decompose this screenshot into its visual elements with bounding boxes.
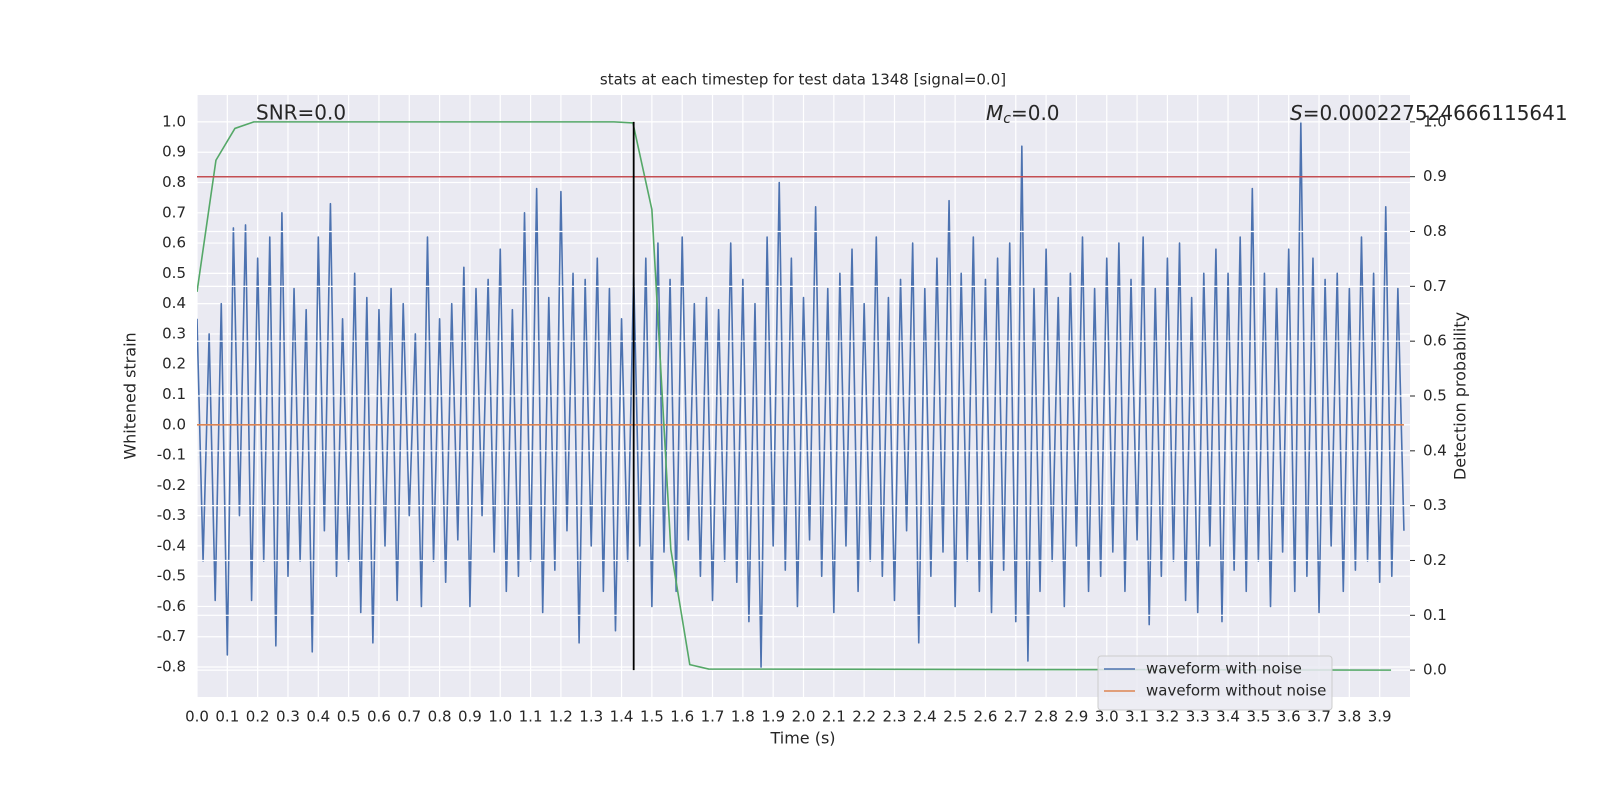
x-tick-label: 0.9 — [458, 708, 482, 726]
x-tick-label: 1.2 — [549, 708, 573, 726]
y-tick-label: 0.6 — [162, 234, 186, 252]
y-tick-label: -0.4 — [157, 536, 186, 554]
x-tick-label: 3.9 — [1368, 708, 1392, 726]
y-tick-label: 0.4 — [162, 294, 186, 312]
y-tick-label: 0.0 — [162, 415, 186, 433]
y-tick-label: 0.2 — [162, 355, 186, 373]
legend — [1097, 655, 1333, 711]
x-tick-label: 1.4 — [610, 708, 634, 726]
annotation: Mc=0.0 — [986, 101, 1060, 128]
x-tick-label: 3.3 — [1186, 708, 1210, 726]
x-tick-label: 1.7 — [701, 708, 725, 726]
y-tick-label: -0.1 — [157, 446, 186, 464]
x-tick-label: 3.4 — [1216, 708, 1240, 726]
y2-tick-label: 0.3 — [1423, 496, 1447, 514]
y2-tick-label: 0.0 — [1423, 661, 1447, 679]
x-tick-label: 2.0 — [792, 708, 816, 726]
y-tick-label: 0.1 — [162, 385, 186, 403]
y2-tick-label: 0.1 — [1423, 606, 1447, 624]
y2-tick-label: 0.5 — [1423, 387, 1447, 405]
x-tick-label: 2.2 — [852, 708, 876, 726]
series-line — [197, 121, 1405, 668]
legend-label: waveform with noise — [1146, 660, 1302, 678]
annotation-subscript: c — [1003, 111, 1011, 127]
legend-label: waveform without noise — [1146, 682, 1326, 700]
y-tick-label: 0.3 — [162, 324, 186, 342]
x-tick-label: 2.7 — [1004, 708, 1028, 726]
x-tick-label: 0.2 — [246, 708, 270, 726]
x-tick-label: 1.9 — [761, 708, 785, 726]
x-tick-label: 1.0 — [488, 708, 512, 726]
y-tick-label: 1.0 — [162, 112, 186, 130]
annotation-symbol: S — [1290, 101, 1303, 125]
x-tick-label: 3.6 — [1277, 708, 1301, 726]
x-tick-label: 0.7 — [397, 708, 421, 726]
y-tick-label: -0.3 — [157, 506, 186, 524]
y-tick-label: -0.8 — [157, 658, 186, 676]
x-tick-label: 3.7 — [1307, 708, 1331, 726]
y-tick-label: 0.7 — [162, 203, 186, 221]
x-tick-label: 0.4 — [306, 708, 330, 726]
y2-tick-label: 0.7 — [1423, 277, 1447, 295]
x-tick-label: 1.5 — [640, 708, 664, 726]
x-tick-label: 2.3 — [883, 708, 907, 726]
annotation: SNR=0.0 — [256, 101, 346, 125]
x-tick-label: 1.8 — [731, 708, 755, 726]
chart-title: stats at each timestep for test data 134… — [600, 71, 1006, 89]
y2-tick-label: 0.4 — [1423, 441, 1447, 459]
x-tick-label: 2.9 — [1064, 708, 1088, 726]
x-tick-label: 2.1 — [822, 708, 846, 726]
y-axis-label: Whitened strain — [121, 332, 140, 459]
y-tick-label: -0.2 — [157, 476, 186, 494]
annotation-text: =0.000227524666115641 — [1303, 101, 1568, 125]
x-tick-label: 2.4 — [913, 708, 937, 726]
y2-axis-label: Detection probability — [1451, 312, 1470, 480]
x-tick-label: 0.8 — [428, 708, 452, 726]
x-tick-label: 2.6 — [974, 708, 998, 726]
x-tick-label: 3.2 — [1155, 708, 1179, 726]
y-tick-label: -0.6 — [157, 597, 186, 615]
x-tick-label: 0.5 — [337, 708, 361, 726]
x-tick-label: 0.6 — [367, 708, 391, 726]
x-tick-label: 0.1 — [215, 708, 239, 726]
overlay: waveform with noise waveform without nois… — [1097, 655, 1333, 711]
x-tick-label: 1.3 — [579, 708, 603, 726]
x-tick-label: 2.5 — [943, 708, 967, 726]
y-tick-label: 0.5 — [162, 264, 186, 282]
x-tick-label: 1.1 — [519, 708, 543, 726]
annotation-text: =0.0 — [1011, 101, 1060, 125]
x-axis-label: Time (s) — [769, 729, 835, 748]
y-tick-label: -0.7 — [157, 627, 186, 645]
x-tick-label: 3.5 — [1246, 708, 1270, 726]
x-tick-label: 3.8 — [1337, 708, 1361, 726]
x-tick-label: 2.8 — [1034, 708, 1058, 726]
annotation: S=0.000227524666115641 — [1290, 101, 1568, 125]
y2-tick-label: 0.9 — [1423, 167, 1447, 185]
annotation-symbol: M — [986, 101, 1003, 125]
x-tick-label: 3.0 — [1095, 708, 1119, 726]
y-tick-label: 0.8 — [162, 173, 186, 191]
y2-tick-label: 0.2 — [1423, 551, 1447, 569]
y2-tick-label: 1.0 — [1423, 112, 1447, 130]
x-tick-label: 0.3 — [276, 708, 300, 726]
y-tick-label: -0.5 — [157, 567, 186, 585]
x-tick-label: 3.1 — [1125, 708, 1149, 726]
x-tick-label: 0.0 — [185, 708, 209, 726]
y-tick-label: 0.9 — [162, 143, 186, 161]
y2-tick-label: 0.6 — [1423, 332, 1447, 350]
y2-tick-label: 0.8 — [1423, 222, 1447, 240]
x-tick-label: 1.6 — [670, 708, 694, 726]
